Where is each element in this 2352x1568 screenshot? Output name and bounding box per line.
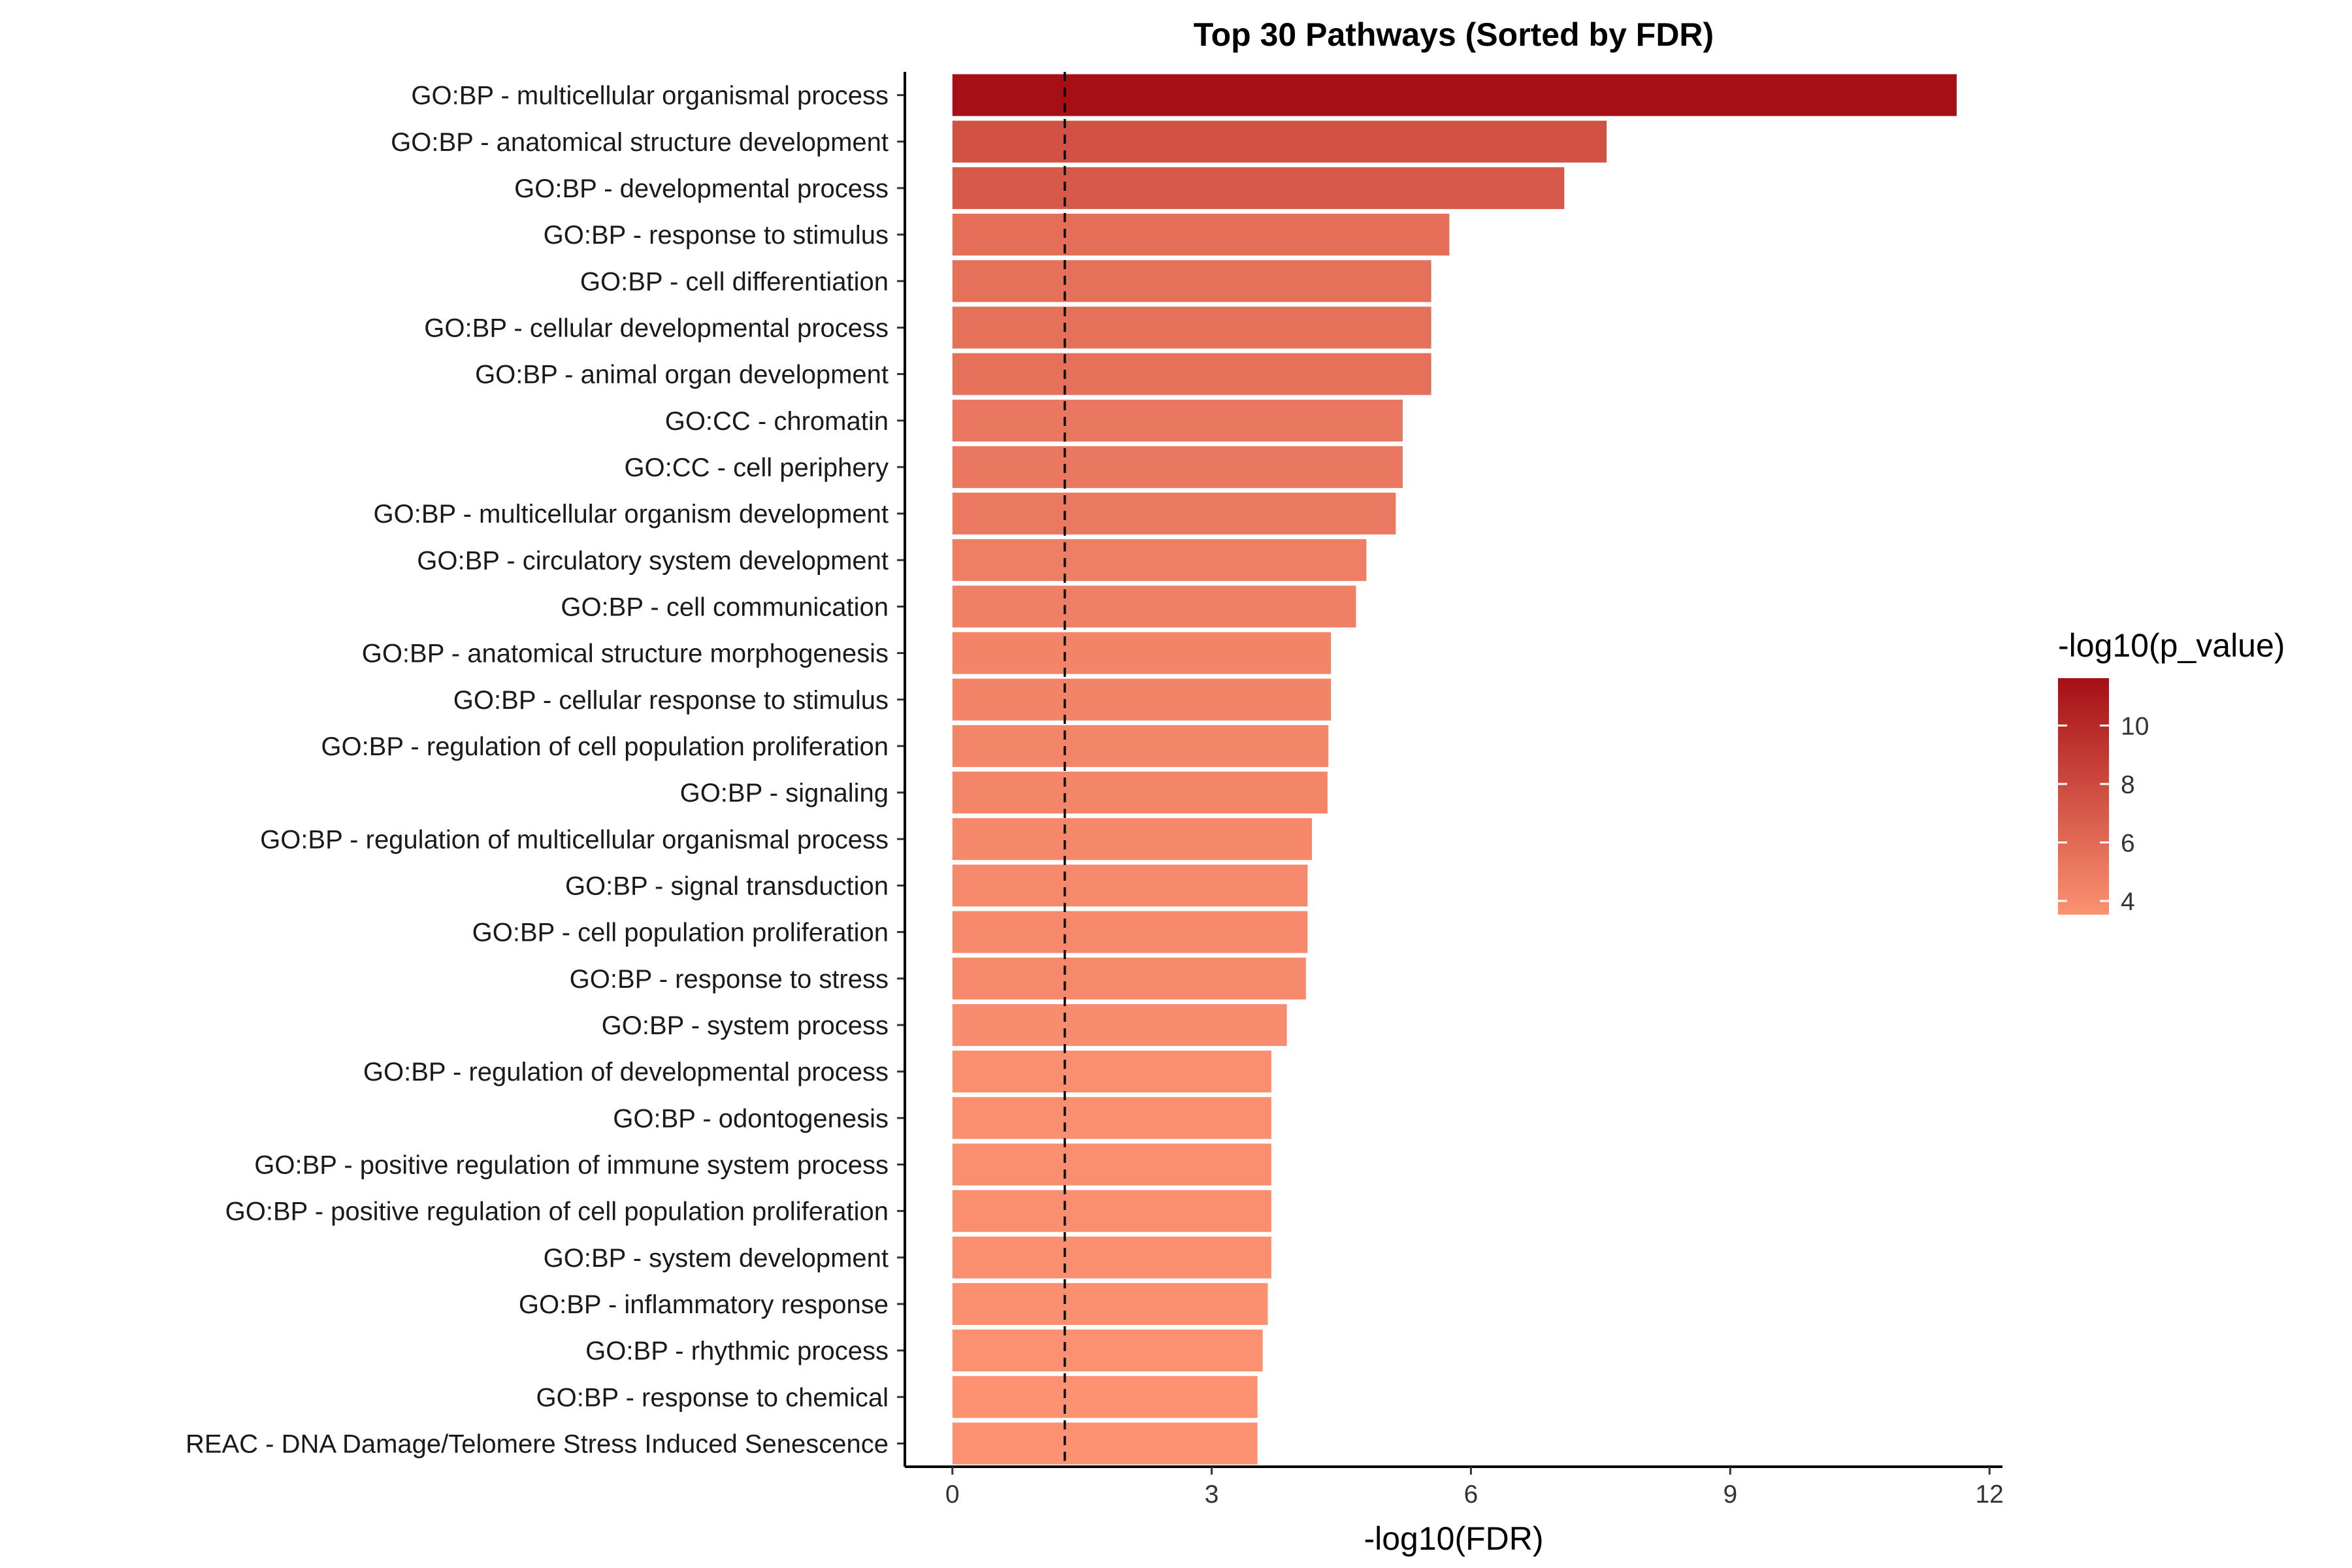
category-label: GO:CC - chromatin <box>665 407 889 436</box>
legend-color-bar <box>2058 678 2109 915</box>
bar-19 <box>952 911 1308 953</box>
category-label: GO:BP - response to chemical <box>536 1383 889 1412</box>
bar-6 <box>952 306 1431 349</box>
category-label: GO:BP - rhythmic process <box>585 1337 889 1365</box>
bar-18 <box>952 864 1308 907</box>
bar-16 <box>952 772 1328 814</box>
bar-4 <box>952 214 1450 256</box>
legend-title: -log10(p_value) <box>2058 627 2285 664</box>
axes-group <box>904 72 2002 1468</box>
legend-tick-label: 8 <box>2121 771 2135 799</box>
category-label: GO:BP - animal organ development <box>475 361 889 389</box>
category-label: GO:BP - regulation of multicellular orga… <box>260 825 889 854</box>
category-label: GO:BP - anatomical structure morphogenes… <box>362 640 889 668</box>
bar-2 <box>952 120 1607 163</box>
legend-tick-label: 6 <box>2121 829 2135 857</box>
x-tick-label: 9 <box>1723 1480 1737 1509</box>
x-tick-label: 12 <box>1975 1480 2003 1509</box>
bar-1 <box>952 74 1957 116</box>
category-label: GO:BP - inflammatory response <box>519 1290 889 1319</box>
category-label: GO:BP - regulation of cell population pr… <box>321 732 889 761</box>
category-label: GO:BP - circulatory system development <box>417 546 889 575</box>
legend-tick-label: 10 <box>2121 712 2149 740</box>
legend-tick-label: 4 <box>2121 888 2135 916</box>
x-tick-label: 3 <box>1205 1480 1219 1509</box>
bar-12 <box>952 585 1356 628</box>
legend-ticks: 4 6 8 10 <box>2058 712 2149 916</box>
bar-14 <box>952 678 1331 721</box>
category-label: GO:BP - anatomical structure development <box>391 128 889 157</box>
category-label: GO:BP - response to stress <box>570 965 889 994</box>
category-label: GO:BP - system process <box>602 1011 889 1040</box>
category-label: GO:BP - odontogenesis <box>613 1104 889 1133</box>
bar-3 <box>952 167 1565 209</box>
category-label: GO:BP - cellular response to stimulus <box>453 686 889 715</box>
bar-21 <box>952 1004 1287 1046</box>
bar-22 <box>952 1051 1271 1093</box>
category-labels: GO:BP - multicellular organismal process… <box>186 82 905 1458</box>
bar-24 <box>952 1143 1271 1186</box>
category-label: GO:BP - cell communication <box>561 593 889 621</box>
bar-8 <box>952 399 1403 442</box>
category-label: GO:BP - cell population proliferation <box>472 919 889 947</box>
x-tick-label: 6 <box>1464 1480 1478 1509</box>
bar-26 <box>952 1236 1271 1279</box>
bar-5 <box>952 260 1431 302</box>
bar-15 <box>952 725 1329 767</box>
category-label: GO:BP - developmental process <box>514 174 889 203</box>
chart-title: Top 30 Pathways (Sorted by FDR) <box>1194 16 1714 53</box>
category-label: GO:BP - regulation of developmental proc… <box>363 1058 889 1086</box>
x-axis-ticks: 0 3 6 9 12 <box>945 1467 2004 1509</box>
category-label: GO:BP - positive regulation of cell popu… <box>225 1198 889 1226</box>
bars-group <box>952 74 1957 1465</box>
bar-9 <box>952 446 1403 488</box>
category-label: GO:BP - multicellular organismal process <box>411 82 889 110</box>
bar-7 <box>952 353 1431 395</box>
category-label: GO:BP - signal transduction <box>565 872 889 900</box>
x-tick-label: 0 <box>945 1480 960 1509</box>
bar-29 <box>952 1376 1258 1418</box>
bar-17 <box>952 818 1313 860</box>
category-label: GO:BP - signaling <box>680 779 889 808</box>
bar-28 <box>952 1330 1263 1372</box>
bar-30 <box>952 1422 1258 1465</box>
category-label: REAC - DNA Damage/Telomere Stress Induce… <box>186 1429 889 1458</box>
bar-20 <box>952 957 1306 1000</box>
category-label: GO:BP - multicellular organism developme… <box>374 500 889 529</box>
category-label: GO:BP - cellular developmental process <box>424 314 889 342</box>
category-label: GO:CC - cell periphery <box>624 453 889 482</box>
category-label: GO:BP - response to stimulus <box>544 221 889 250</box>
bar-11 <box>952 539 1367 581</box>
bar-10 <box>952 493 1396 535</box>
bar-25 <box>952 1190 1271 1232</box>
bar-23 <box>952 1097 1271 1139</box>
bar-27 <box>952 1282 1268 1325</box>
legend: -log10(p_value) 4 6 8 10 <box>2058 627 2285 916</box>
x-axis-title: -log10(FDR) <box>1364 1520 1543 1557</box>
category-label: GO:BP - positive regulation of immune sy… <box>254 1151 889 1179</box>
category-label: GO:BP - cell differentiation <box>580 267 889 296</box>
category-label: GO:BP - system development <box>544 1244 889 1273</box>
bar-13 <box>952 632 1331 674</box>
